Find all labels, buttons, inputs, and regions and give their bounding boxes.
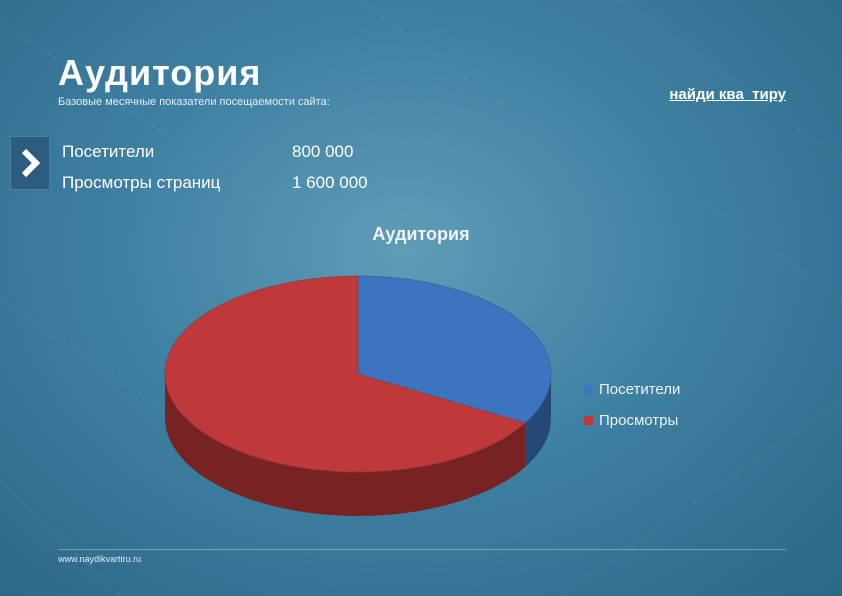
legend-swatch	[584, 385, 593, 394]
stat-label: Посетители	[62, 141, 155, 161]
stat-value: 800 000	[292, 141, 354, 161]
stat-row-pageviews: Просмотры страниц 1 600 000	[62, 167, 432, 198]
legend-label: Просмотры	[599, 412, 679, 429]
chart-title: Аудитория	[372, 224, 470, 244]
pie-slice-0	[357, 275, 552, 424]
stat-label: Просмотры страниц	[62, 172, 221, 192]
legend-item-views: Просмотры	[584, 405, 680, 436]
chart-legend: Посетители Просмотры	[584, 374, 680, 436]
page-subtitle: Базовые месячные показатели посещаемости…	[58, 96, 330, 108]
stat-value: 1 600 000	[292, 172, 368, 192]
pie-slice-side-1-0	[165, 374, 526, 516]
legend-item-visitors: Посетители	[584, 374, 680, 405]
bullet-marker	[10, 136, 50, 190]
brand-logo[interactable]: найди ква_тиру	[669, 86, 786, 103]
stat-row-visitors: Посетители 800 000	[62, 136, 432, 167]
legend-label: Посетители	[599, 381, 681, 398]
page-title: Аудитория	[58, 52, 262, 93]
stats-list: Посетители 800 000 Просмотры страниц 1 6…	[62, 136, 432, 198]
footer-divider	[58, 549, 786, 550]
legend-swatch	[584, 416, 593, 425]
pie-slice-side-0-0	[525, 374, 551, 467]
pie-slice-1	[164, 275, 526, 473]
footer-url[interactable]: www.naydikvartiru.ru	[58, 554, 142, 564]
chevron-right-icon	[21, 148, 41, 178]
